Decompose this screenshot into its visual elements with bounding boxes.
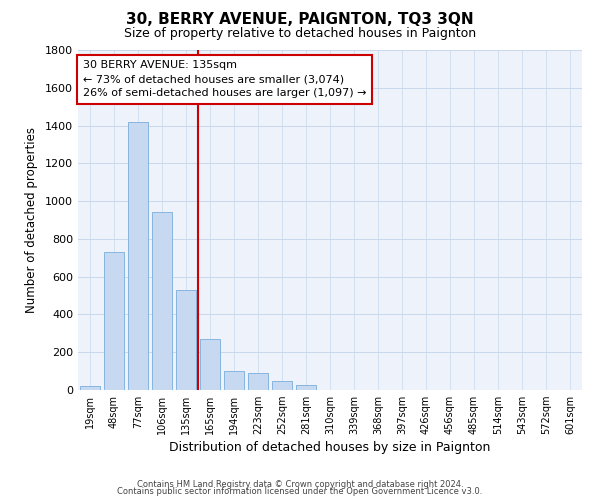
Text: 30, BERRY AVENUE, PAIGNTON, TQ3 3QN: 30, BERRY AVENUE, PAIGNTON, TQ3 3QN — [126, 12, 474, 28]
Bar — [176, 290, 196, 390]
Bar — [224, 371, 244, 390]
Y-axis label: Number of detached properties: Number of detached properties — [25, 127, 38, 313]
Bar — [128, 122, 148, 390]
Bar — [152, 212, 172, 390]
Bar — [104, 252, 124, 390]
Text: Contains HM Land Registry data © Crown copyright and database right 2024.: Contains HM Land Registry data © Crown c… — [137, 480, 463, 489]
Bar — [272, 380, 292, 390]
Text: Size of property relative to detached houses in Paignton: Size of property relative to detached ho… — [124, 28, 476, 40]
Bar — [80, 386, 100, 390]
Bar — [296, 384, 316, 390]
Bar — [248, 373, 268, 390]
Text: Contains public sector information licensed under the Open Government Licence v3: Contains public sector information licen… — [118, 487, 482, 496]
X-axis label: Distribution of detached houses by size in Paignton: Distribution of detached houses by size … — [169, 442, 491, 454]
Bar — [200, 339, 220, 390]
Text: 30 BERRY AVENUE: 135sqm
← 73% of detached houses are smaller (3,074)
26% of semi: 30 BERRY AVENUE: 135sqm ← 73% of detache… — [83, 60, 367, 98]
